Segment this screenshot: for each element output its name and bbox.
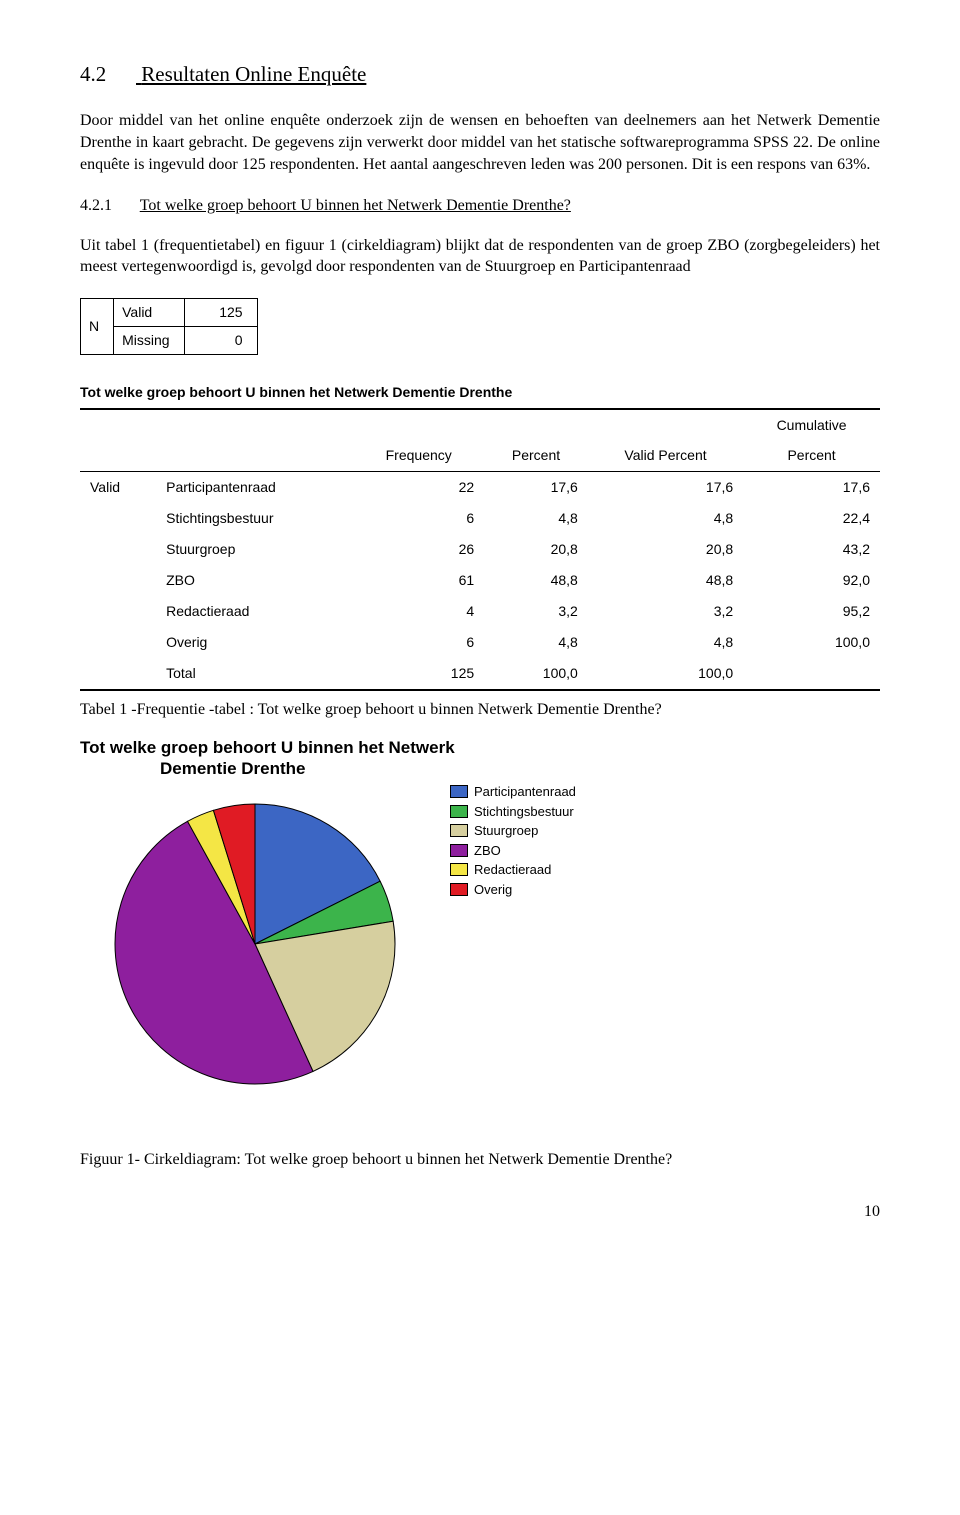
row-label: Stuurgroep: [156, 534, 353, 565]
row-label: ZBO: [156, 565, 353, 596]
col-cumulative-1: Cumulative: [743, 409, 880, 441]
chart-title-line-1: Tot welke groep behoort U binnen het Net…: [80, 738, 455, 757]
page-number: 10: [80, 1201, 880, 1223]
col-percent: Percent: [484, 440, 588, 471]
frequency-table-title: Tot welke groep behoort U binnen het Net…: [80, 383, 880, 402]
row-percent: 17,6: [484, 472, 588, 503]
row-percent: 4,8: [484, 503, 588, 534]
row-label: Participantenraad: [156, 472, 353, 503]
row-cumulative-percent: 17,6: [743, 472, 880, 503]
row-percent: 48,8: [484, 565, 588, 596]
subsection-number: 4.2.1: [80, 195, 136, 217]
row-valid-percent: 4,8: [588, 503, 743, 534]
chart-title: Tot welke groep behoort U binnen het Net…: [80, 738, 880, 779]
legend-label: Participantenraad: [474, 783, 576, 801]
n-summary-table: N Valid 125 Missing 0: [80, 298, 258, 355]
valid-label: Valid: [114, 298, 184, 326]
col-cumulative-2: Percent: [743, 440, 880, 471]
row-frequency: 22: [353, 472, 484, 503]
section-number: 4.2: [80, 60, 136, 88]
valid-group-label: Valid: [80, 472, 156, 690]
row-cumulative-percent: 43,2: [743, 534, 880, 565]
chart-legend: Participantenraad StichtingsbestuurStuurg…: [450, 783, 576, 900]
pie-chart-block: Tot welke groep behoort U binnen het Net…: [80, 738, 880, 1109]
row-cumulative-percent: 100,0: [743, 627, 880, 658]
legend-label: ZBO: [474, 842, 501, 860]
col-frequency: Frequency: [353, 440, 484, 471]
table-row: Redactieraad43,23,295,2: [80, 596, 880, 627]
subsection-title: Tot welke groep behoort U binnen het Net…: [140, 197, 571, 214]
chart-title-line-2: Dementie Drenthe: [80, 759, 305, 778]
legend-swatch: [450, 805, 468, 818]
table-row-total: Total125100,0100,0: [80, 658, 880, 690]
legend-swatch: [450, 844, 468, 857]
n-label: N: [81, 298, 114, 354]
table-row: Stuurgroep2620,820,843,2: [80, 534, 880, 565]
row-percent: 3,2: [484, 596, 588, 627]
legend-item: Stuurgroep: [450, 822, 576, 840]
row-label: Redactieraad: [156, 596, 353, 627]
missing-label: Missing: [114, 326, 184, 354]
row-valid-percent: 17,6: [588, 472, 743, 503]
pie-chart: [80, 779, 430, 1109]
legend-item: Redactieraad: [450, 861, 576, 879]
section-title: Resultaten Online Enquête: [141, 62, 366, 86]
legend-item: Participantenraad: [450, 783, 576, 801]
legend-label: Stichtingsbestuur: [474, 803, 574, 821]
total-frequency: 125: [353, 658, 484, 690]
section-heading: 4.2 Resultaten Online Enquête: [80, 60, 880, 88]
row-frequency: 6: [353, 503, 484, 534]
valid-value: 125: [184, 298, 257, 326]
legend-item: ZBO: [450, 842, 576, 860]
legend-swatch: [450, 863, 468, 876]
row-percent: 4,8: [484, 627, 588, 658]
intro-paragraph-2: Uit tabel 1 (frequentietabel) en figuur …: [80, 235, 880, 278]
missing-value: 0: [184, 326, 257, 354]
row-label: Overig: [156, 627, 353, 658]
table-row: ZBO6148,848,892,0: [80, 565, 880, 596]
table-row: Stichtingsbestuur64,84,822,4: [80, 503, 880, 534]
figure-caption: Figuur 1- Cirkeldiagram: Tot welke groep…: [80, 1149, 880, 1171]
frequency-table: Cumulative Frequency Percent Valid Perce…: [80, 408, 880, 691]
legend-swatch: [450, 785, 468, 798]
row-frequency: 4: [353, 596, 484, 627]
row-percent: 20,8: [484, 534, 588, 565]
legend-item: Stichtingsbestuur: [450, 803, 576, 821]
row-frequency: 61: [353, 565, 484, 596]
legend-label: Overig: [474, 881, 512, 899]
legend-item: Overig: [450, 881, 576, 899]
legend-swatch: [450, 883, 468, 896]
row-frequency: 26: [353, 534, 484, 565]
row-frequency: 6: [353, 627, 484, 658]
col-valid-percent: Valid Percent: [588, 440, 743, 471]
row-valid-percent: 48,8: [588, 565, 743, 596]
table-row: Overig64,84,8100,0: [80, 627, 880, 658]
total-valid-percent: 100,0: [588, 658, 743, 690]
total-percent: 100,0: [484, 658, 588, 690]
row-valid-percent: 4,8: [588, 627, 743, 658]
row-valid-percent: 3,2: [588, 596, 743, 627]
table-caption: Tabel 1 -Frequentie -tabel : Tot welke g…: [80, 699, 880, 721]
row-label: Stichtingsbestuur: [156, 503, 353, 534]
row-cumulative-percent: 22,4: [743, 503, 880, 534]
table-row: ValidParticipantenraad2217,617,617,6: [80, 472, 880, 503]
row-cumulative-percent: 92,0: [743, 565, 880, 596]
legend-label: Stuurgroep: [474, 822, 538, 840]
legend-label: Redactieraad: [474, 861, 551, 879]
total-cumulative-percent: [743, 658, 880, 690]
row-cumulative-percent: 95,2: [743, 596, 880, 627]
subsection-heading: 4.2.1 Tot welke groep behoort U binnen h…: [80, 195, 880, 217]
row-valid-percent: 20,8: [588, 534, 743, 565]
legend-swatch: [450, 824, 468, 837]
total-label: Total: [156, 658, 353, 690]
intro-paragraph-1: Door middel van het online enquête onder…: [80, 110, 880, 175]
